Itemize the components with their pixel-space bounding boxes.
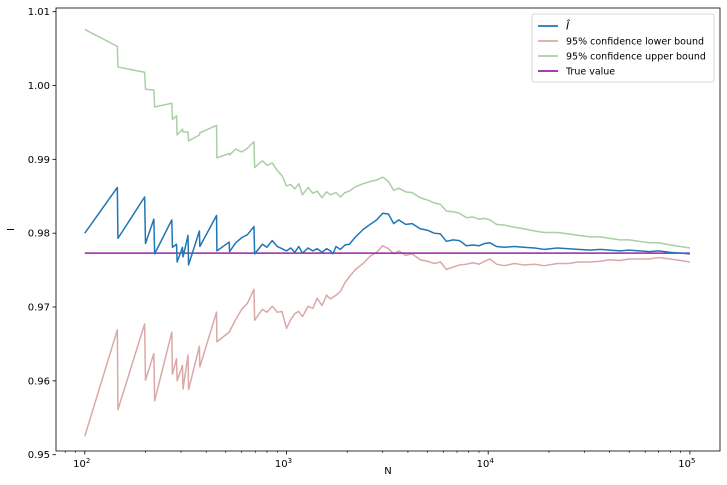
legend: Î 95% confidence lower bound 95% confidenc…	[531, 13, 715, 83]
series-line-2	[84, 28, 691, 249]
plot-frame	[55, 7, 721, 452]
y-axis-label: I	[6, 228, 17, 231]
x-tick-label: 103	[275, 457, 292, 470]
y-tick-label: 0.99	[28, 155, 50, 166]
series-line-1	[84, 244, 691, 437]
x-tick-label: 102	[73, 457, 90, 470]
series-line-0	[84, 186, 690, 266]
y-axis: 0.95 0.96 0.97 0.98 0.99 1.00 1.01	[28, 7, 56, 461]
x-axis: 102 103 104 105	[64, 451, 696, 470]
legend-label: True value	[565, 67, 615, 78]
x-axis-label: N	[384, 466, 391, 477]
y-tick-label: 0.98	[28, 229, 50, 240]
x-tick-label: 104	[477, 457, 495, 470]
y-tick-label: 1.00	[28, 81, 50, 92]
legend-label: Î	[566, 20, 571, 33]
legend-box	[531, 13, 715, 83]
y-tick-label: 1.01	[28, 7, 50, 18]
legend-label: 95% confidence upper bound	[566, 52, 706, 63]
legend-label: 95% confidence lower bound	[566, 37, 704, 48]
y-tick-label: 0.95	[28, 450, 50, 461]
y-tick-label: 0.97	[28, 303, 50, 314]
y-tick-label: 0.96	[28, 376, 50, 387]
x-tick-label: 105	[678, 457, 695, 470]
series-layer	[84, 28, 691, 437]
